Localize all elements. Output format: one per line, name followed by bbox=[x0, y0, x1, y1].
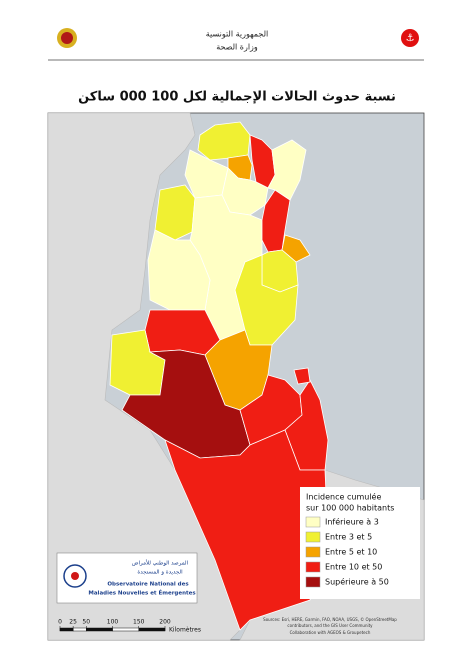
region bbox=[144, 309, 221, 356]
logo-mark bbox=[63, 564, 87, 588]
region bbox=[234, 254, 299, 346]
legend-swatch bbox=[305, 576, 321, 588]
scale-tick-label: 0 bbox=[58, 619, 62, 626]
ministry-name: وزارة الصحة bbox=[216, 43, 258, 52]
country-name: الجمهورية التونسية bbox=[206, 30, 268, 39]
scale-tick-label: 200 bbox=[159, 619, 171, 626]
region bbox=[154, 184, 196, 241]
logo-arabic: المرصد الوطني للأمراض bbox=[132, 559, 189, 567]
legend-title: sur 100 000 habitants bbox=[306, 504, 394, 513]
emblem-right-mark: ⚓ bbox=[406, 33, 415, 44]
region bbox=[147, 229, 211, 311]
scale-tick-label: 25 bbox=[69, 619, 77, 626]
scale-segment bbox=[72, 627, 87, 632]
scale-segment bbox=[86, 627, 113, 632]
legend: Incidence cumulée sur 100 000 habitants … bbox=[300, 487, 420, 599]
logo-arabic: الجديدة و المستجدة bbox=[137, 570, 183, 576]
legend-swatch bbox=[305, 531, 321, 543]
scale-segment bbox=[59, 627, 74, 632]
region bbox=[281, 234, 311, 263]
scale-tick-label: 100 bbox=[107, 619, 119, 626]
legend-label: Inférieure à 3 bbox=[325, 517, 379, 527]
logo: المرصد الوطني للأمراض الجديدة و المستجدة… bbox=[56, 552, 198, 604]
attribution: Collaboration with AGEOS & Groupetech bbox=[290, 630, 371, 635]
governorates bbox=[109, 121, 329, 631]
logo-box bbox=[56, 552, 198, 604]
legend-title: Incidence cumulée bbox=[306, 492, 381, 502]
map: المرصد الوطني للأمراض الجديدة و المستجدة… bbox=[47, 112, 425, 641]
logo-french: Maladies Nouvelles et Émergentes bbox=[88, 589, 196, 597]
legend-label: Entre 10 et 50 bbox=[325, 563, 382, 572]
legend-swatch bbox=[305, 516, 321, 528]
logo-french: Observatoire National des bbox=[107, 582, 189, 588]
attribution: contributors, and the GIS User Community bbox=[287, 623, 373, 628]
legend-label: Supérieure à 50 bbox=[325, 577, 389, 587]
scale-segment bbox=[138, 627, 166, 632]
scale-unit: Kilomètres bbox=[169, 627, 201, 634]
map-title: نسبة حدوث الحالات الإجمالية لكل 100 000 … bbox=[78, 90, 396, 105]
region bbox=[293, 367, 311, 385]
scale-tick-label: 50 bbox=[82, 619, 90, 626]
scale-segment bbox=[112, 627, 139, 632]
emblem-left-inner bbox=[61, 32, 73, 44]
scale-tick-label: 150 bbox=[133, 619, 145, 626]
legend-swatch bbox=[305, 546, 321, 558]
logo-dot bbox=[71, 572, 79, 580]
header: ⚓ الجمهورية التونسية وزارة الصحة bbox=[48, 28, 424, 61]
emblem-right bbox=[401, 29, 419, 47]
legend-swatch bbox=[305, 561, 321, 573]
legend-label: Entre 5 et 10 bbox=[325, 548, 377, 557]
legend-label: Entre 3 et 5 bbox=[325, 533, 372, 542]
attribution: Sources: Esri, HERE, Garmin, FAO, NOAA, … bbox=[263, 617, 397, 622]
